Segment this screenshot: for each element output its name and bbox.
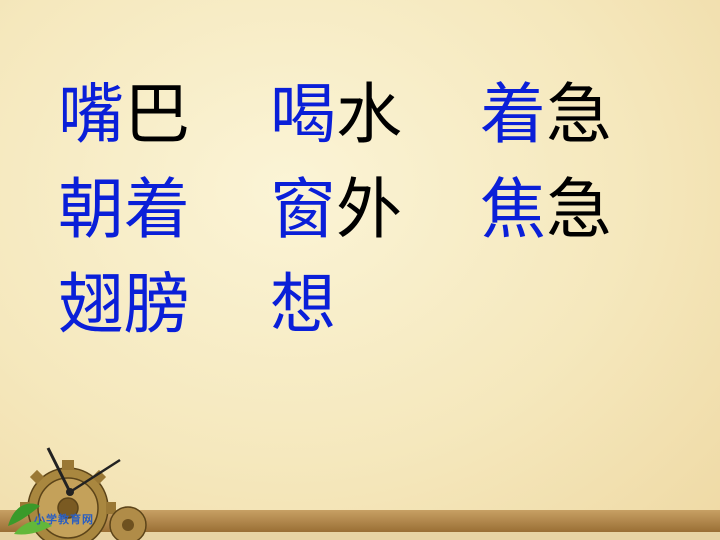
word-black-part: 急 [546,76,612,153]
word-zuiba: 嘴巴 [58,75,190,155]
footer-strip [0,532,720,540]
word-black-part: 急 [546,171,612,248]
footer-bar [0,510,720,532]
word-blue-part: 窗 [270,171,336,248]
word-blue-part: 喝 [270,76,336,153]
word-blue-part: 翅膀 [58,266,190,343]
word-xiang: 想 [270,265,336,345]
word-chaozhe: 朝着 [58,170,190,250]
word-blue-part: 朝着 [58,171,190,248]
word-black-part: 外 [336,171,402,248]
word-heshui: 喝水 [270,75,402,155]
site-logo-text: 小学教育网 [34,513,94,526]
word-zhaoji: 着急 [480,75,612,155]
word-chuangwai: 窗外 [270,170,402,250]
word-blue-part: 嘴 [58,76,124,153]
word-blue-part: 焦 [480,171,546,248]
word-blue-part: 着 [480,76,546,153]
word-jiaoji: 焦急 [480,170,612,250]
word-blue-part: 想 [270,266,336,343]
word-black-part: 水 [336,76,402,153]
word-black-part: 巴 [124,76,190,153]
word-chibang: 翅膀 [58,265,190,345]
clock-gear-icon [8,447,147,540]
